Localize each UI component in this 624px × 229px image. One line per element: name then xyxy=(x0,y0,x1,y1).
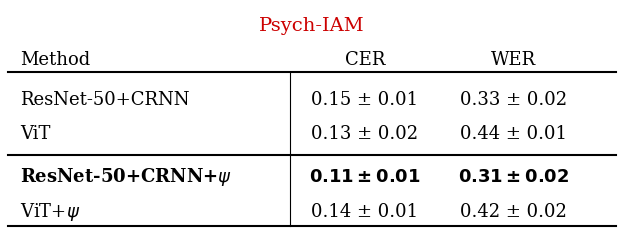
Text: Method: Method xyxy=(20,51,90,69)
Text: CER: CER xyxy=(344,51,385,69)
Text: 0.15 ± 0.01: 0.15 ± 0.01 xyxy=(311,91,418,109)
Text: Psych-IAM: Psych-IAM xyxy=(259,17,365,35)
Text: ResNet-50+CRNN: ResNet-50+CRNN xyxy=(20,91,190,109)
Text: ViT+$\psi$: ViT+$\psi$ xyxy=(20,200,80,222)
Text: 0.33 ± 0.02: 0.33 ± 0.02 xyxy=(461,91,567,109)
Text: ViT: ViT xyxy=(20,125,51,143)
Text: WER: WER xyxy=(491,51,537,69)
Text: 0.42 ± 0.02: 0.42 ± 0.02 xyxy=(461,202,567,220)
Text: $\mathbf{0.31 \pm 0.02}$: $\mathbf{0.31 \pm 0.02}$ xyxy=(458,168,570,186)
Text: 0.44 ± 0.01: 0.44 ± 0.01 xyxy=(461,125,567,143)
Text: ResNet-50+CRNN+$\psi$: ResNet-50+CRNN+$\psi$ xyxy=(20,166,232,188)
Text: 0.13 ± 0.02: 0.13 ± 0.02 xyxy=(311,125,418,143)
Text: 0.14 ± 0.01: 0.14 ± 0.01 xyxy=(311,202,418,220)
Text: $\mathbf{0.11 \pm 0.01}$: $\mathbf{0.11 \pm 0.01}$ xyxy=(309,168,421,186)
